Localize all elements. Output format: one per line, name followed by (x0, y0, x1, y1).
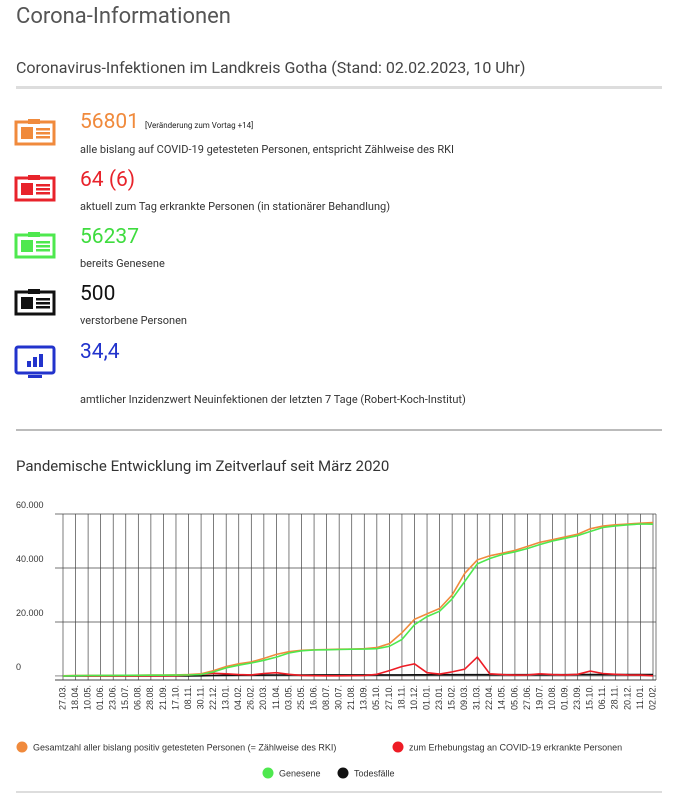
x-tick-label: 03.05. (283, 685, 293, 710)
x-tick-label: 20.03. (258, 685, 268, 710)
x-tick-label: 09.03. (459, 685, 469, 710)
x-tick-label: 04.02. (233, 685, 243, 710)
x-tick-label: 18.04. (70, 685, 80, 710)
stat-value: 500 (80, 282, 116, 306)
x-tick-label: 27.06. (522, 685, 532, 710)
chart-heading: Pandemische Entwicklung im Zeitverlauf s… (16, 457, 390, 475)
x-tick-label: 21.09. (158, 685, 168, 710)
x-tick-label: 15.02. (447, 685, 457, 710)
x-tick-label: 20.12. (622, 685, 632, 710)
x-tick-label: 02.02. (647, 685, 657, 710)
x-tick-label: 13.09. (359, 685, 369, 710)
icon (14, 289, 56, 316)
stat-desc: verstorbene Personen (80, 314, 187, 327)
x-tick-label: 05.06. (509, 685, 519, 710)
x-tick-label: 01.06. (95, 685, 105, 710)
x-tick-label: 13.01. (221, 685, 231, 710)
icon (14, 175, 56, 202)
legend-label: Todesfälle (354, 769, 395, 779)
x-tick-label: 22.12. (208, 685, 218, 710)
icon (14, 232, 56, 259)
x-tick-label: 31.03. (472, 685, 482, 710)
stat-value: 64 (6) (80, 168, 136, 192)
y-tick-label: 40.000 (16, 554, 44, 564)
x-tick-label: 30.07. (334, 685, 344, 710)
x-tick-label: 16.06. (308, 685, 318, 710)
x-tick-label: 11.01. (635, 685, 645, 709)
x-tick-label: 30.11. (195, 685, 205, 709)
x-tick-label: 15.10. (585, 685, 595, 710)
x-tick-label: 08.07. (321, 685, 331, 710)
x-tick-label: 10.05. (82, 685, 92, 710)
stat-value: 56237 (80, 225, 140, 249)
x-tick-label: 18.11. (396, 685, 406, 709)
x-tick-label: 28.08. (145, 685, 155, 710)
series-line (62, 523, 654, 677)
x-tick-label: 27.03. (57, 685, 67, 710)
x-tick-label: 23.09. (572, 685, 582, 710)
series-line (62, 521, 654, 677)
x-tick-label: 08.11. (183, 685, 193, 709)
x-tick-label: 06.08. (133, 685, 143, 710)
y-tick-label: 0 (16, 662, 21, 672)
y-tick-label: 20.000 (16, 608, 44, 618)
legend-label: Genesene (279, 769, 321, 779)
stat-number: 56801 (80, 110, 140, 134)
x-tick-label: 19.07. (534, 685, 544, 710)
x-tick-label: 23.06. (108, 685, 118, 710)
legend-marker (392, 741, 404, 753)
x-tick-label: 28.11. (610, 685, 620, 709)
x-tick-label: 26.02. (246, 685, 256, 710)
subtitle: Coronavirus-Infektionen im Landkreis Got… (16, 58, 526, 77)
divider (16, 86, 662, 89)
legend-marker (262, 767, 274, 779)
legend-marker (16, 741, 28, 753)
x-tick-label: 11.04. (271, 685, 281, 709)
x-tick-label: 06.11. (597, 685, 607, 709)
x-tick-label: 14.05. (497, 685, 507, 710)
stat-value: 34,4 (80, 340, 120, 364)
chart: 27.03. 18.04. 10.05. 01.06. 23.06. 15.07. 06.0… (16, 500, 662, 793)
stat-value: 56801 [Veränderung zum Vortag +14] (80, 110, 253, 134)
x-tick-label: 10.08. (547, 685, 557, 710)
x-tick-label: 21.08. (346, 685, 356, 710)
x-tick-label: 22.04. (484, 685, 494, 710)
x-tick-label: 25.05. (296, 685, 306, 710)
stat-desc: alle bislang auf COVID-19 getesteten Per… (80, 143, 454, 156)
divider (16, 429, 662, 431)
stat-change: [Veränderung zum Vortag +14] (145, 121, 254, 130)
x-tick-label: 01.01. (421, 685, 431, 710)
x-tick-label: 15.07. (120, 685, 130, 710)
legend-label: zum Erhebungstag an COVID-19 erkrankte P… (409, 743, 622, 753)
x-tick-label: 23.01. (434, 685, 444, 710)
x-tick-label: 17.10. (170, 685, 180, 710)
x-tick-label: 10.12. (409, 685, 419, 710)
stat-desc: bereits Genesene (80, 257, 165, 270)
icon (14, 345, 56, 378)
series-line (62, 655, 654, 677)
x-tick-label: 01.09. (560, 685, 570, 710)
legend-label: Gesamtzahl aller bislang positiv geteste… (33, 743, 336, 753)
legend-marker (337, 767, 349, 779)
x-tick-label: 05.10. (371, 685, 381, 710)
x-tick-label: 27.10. (384, 685, 394, 710)
stat-desc: aktuell zum Tag erkrankte Personen (in s… (80, 200, 391, 213)
icon (14, 119, 56, 146)
y-tick-label: 60.000 (16, 500, 44, 510)
stat-desc: amtlicher Inzidenzwert Neuinfektionen de… (80, 393, 466, 406)
page-title: Corona-Informationen (16, 4, 231, 29)
